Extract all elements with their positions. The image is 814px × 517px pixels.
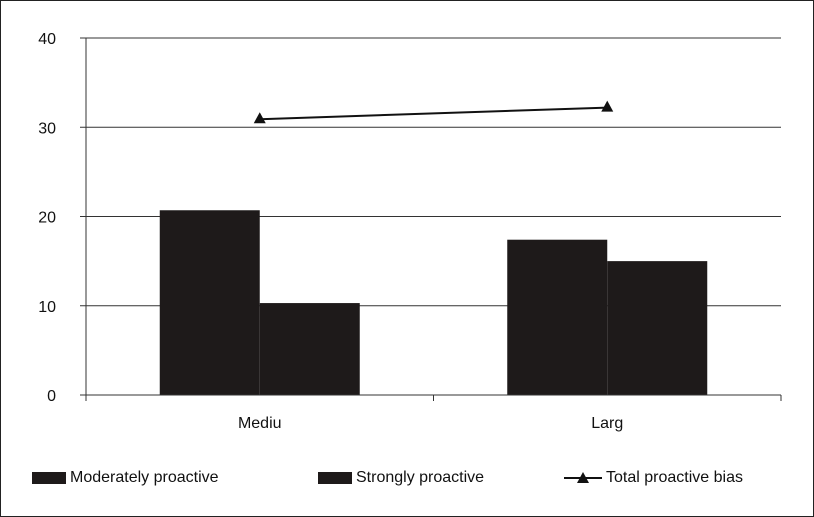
axes [80,37,782,401]
bar-moderately-proactive-larg [507,239,608,395]
legend-swatch-moderately-proactive [32,472,66,484]
triangle-marker [253,112,266,124]
series-line-total-proactive-bias [259,106,608,121]
legend-swatch-total-proactive-bias [564,472,602,483]
x-tick-label: Mediu [238,415,282,432]
legend: Moderately proactive Strongly proactive … [0,463,814,493]
bar-strongly-proactive-larg [607,261,708,395]
legend-label-strongly-proactive: Strongly proactive [356,469,485,486]
legend-label-total-proactive-bias: Total proactive bias [606,469,743,486]
y-tick-label: 30 [38,120,56,137]
y-tick-label: 0 [47,388,56,405]
y-tick-label: 20 [38,210,56,227]
legend-label-moderately-proactive: Moderately proactive [70,469,219,486]
legend-item-moderately-proactive: Moderately proactive [32,463,219,493]
legend-swatch-strongly-proactive [318,472,352,484]
x-tick-label: Larg [591,415,623,432]
bar-strongly-proactive-mediu [259,303,360,395]
bars [159,210,708,395]
bar-moderately-proactive-mediu [159,210,260,395]
y-tick-label: 40 [38,31,56,48]
triangle-marker [601,100,614,112]
legend-item-total-proactive-bias: Total proactive bias [564,463,743,493]
tick-labels: 0 10 20 30 40 Mediu Larg [38,31,623,432]
series-line [253,100,614,124]
y-tick-label: 10 [38,299,56,316]
legend-item-strongly-proactive: Strongly proactive [318,463,484,493]
